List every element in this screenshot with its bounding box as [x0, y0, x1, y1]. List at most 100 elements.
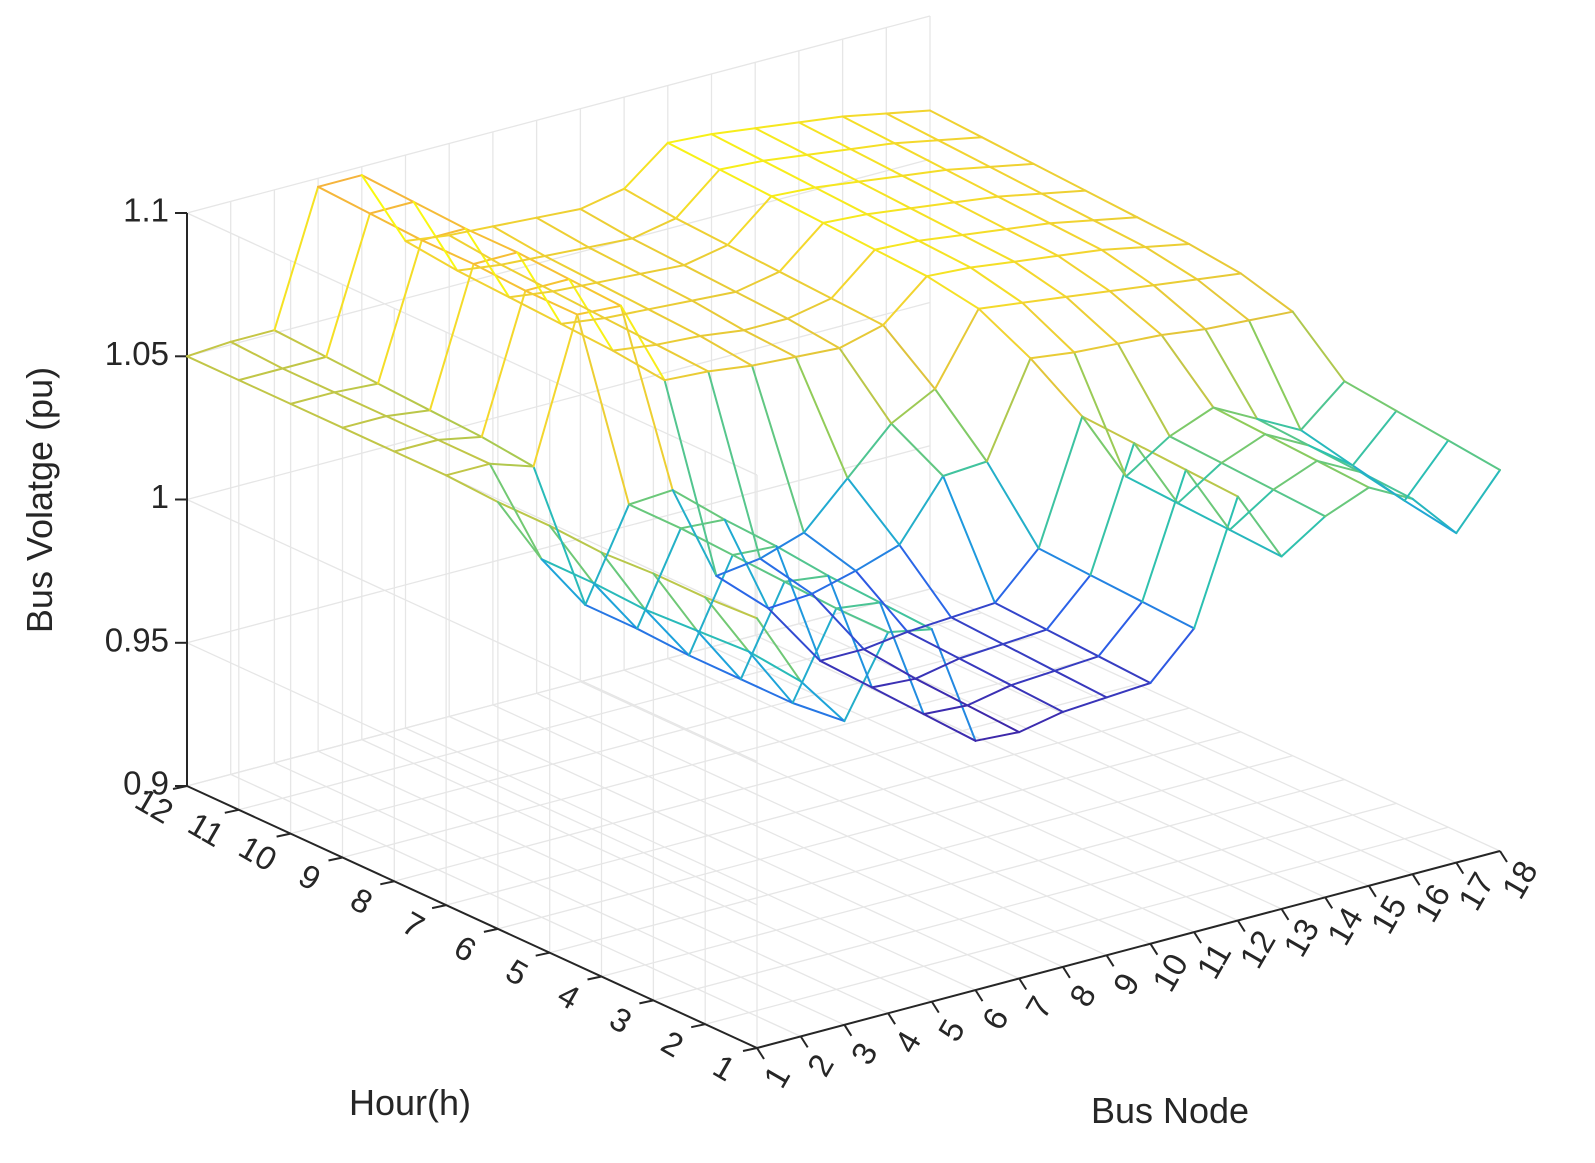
mesh-segment — [797, 121, 852, 151]
x-tick-mark — [1236, 919, 1246, 933]
mesh-segment — [1037, 547, 1092, 577]
mesh-segment — [1057, 254, 1111, 293]
mesh-segment — [688, 654, 742, 681]
mesh-segment — [731, 554, 786, 583]
x-tick-label: 14 — [1320, 901, 1370, 951]
x-tick-label: 9 — [1106, 967, 1147, 1001]
mesh-segment — [934, 307, 980, 390]
mesh-segment — [942, 460, 988, 477]
floor-grid-y — [653, 802, 1397, 1002]
mesh-segment — [273, 329, 328, 358]
mesh-segment — [368, 200, 415, 215]
mesh-segment — [1351, 409, 1398, 467]
mesh-segment — [560, 322, 614, 352]
mesh-segment — [822, 221, 876, 251]
x-tick-mark — [974, 989, 984, 1002]
mesh-segment — [576, 313, 630, 506]
mesh-segment — [186, 355, 240, 382]
mesh-segment — [723, 518, 778, 548]
mesh-segment — [600, 551, 655, 575]
mesh-segment — [393, 450, 448, 477]
mesh-segment — [893, 139, 940, 145]
mesh-segment — [437, 438, 491, 465]
mesh-segment — [925, 266, 972, 278]
y-tick-mark — [276, 832, 291, 838]
mesh-segment — [568, 278, 614, 352]
mesh-segment — [1184, 468, 1239, 498]
mesh-segment — [1316, 459, 1362, 474]
mesh-segment — [281, 367, 336, 394]
mesh-segment — [930, 628, 977, 742]
mesh-segment — [890, 422, 945, 477]
x-tick-label: 18 — [1494, 854, 1544, 904]
mesh-segment — [377, 239, 423, 385]
mesh-segment — [802, 477, 849, 534]
mesh-segment — [950, 616, 1004, 646]
mesh-segment — [683, 244, 729, 267]
mesh-segment — [953, 195, 999, 204]
mesh-segment — [1013, 260, 1068, 298]
mesh-segment — [1089, 574, 1144, 603]
x-tick-label: 17 — [1451, 866, 1501, 916]
mesh-segment — [1149, 627, 1196, 684]
mesh-segment — [631, 237, 685, 267]
mesh-segment — [1032, 162, 1087, 192]
mesh-segment — [997, 192, 1043, 198]
mesh-segment — [1108, 290, 1163, 336]
mesh-segment — [456, 269, 511, 299]
floor-grid-x — [929, 588, 1501, 852]
mesh-segment — [1299, 429, 1354, 467]
mesh-segment — [480, 435, 535, 468]
mesh-segment — [961, 228, 1008, 236]
mesh-segment — [1053, 655, 1100, 672]
tick-labels: 1 2 3 4 5 6 7 8 91011121314151617181234567891011… — [105, 192, 1545, 1094]
mesh-segment — [1141, 468, 1187, 603]
mesh-segment — [1343, 380, 1398, 412]
floor-grid-x — [448, 715, 1020, 980]
mesh-segment — [942, 475, 996, 604]
mesh-segment — [317, 174, 363, 188]
mesh-segment — [639, 272, 694, 302]
mesh-segment — [500, 255, 546, 266]
mesh-segment — [830, 248, 876, 300]
y-axis-title: Hour(h) — [349, 1082, 471, 1123]
floor-grid-x — [492, 704, 1064, 968]
mesh-segment — [835, 601, 881, 610]
mesh-segment — [950, 601, 996, 619]
mesh-segment — [977, 301, 1024, 310]
mesh-segment — [1176, 502, 1231, 531]
mesh-segment — [865, 207, 912, 216]
mesh-segment — [710, 133, 765, 162]
x-tick-mark — [1062, 966, 1071, 979]
z-tick-label: 1 — [151, 478, 169, 515]
mesh-segment — [1316, 459, 1370, 489]
mesh-segment — [739, 580, 786, 681]
mesh-segment — [1351, 464, 1406, 502]
surface-mesh — [186, 109, 1501, 742]
mesh-segment — [786, 317, 841, 350]
mesh-segment — [778, 270, 833, 300]
axis-layer — [172, 212, 1508, 1060]
floor-grid-y — [705, 826, 1449, 1025]
y-tick-mark — [639, 999, 654, 1005]
floor-grid-x — [842, 611, 1413, 875]
mesh-segment — [1133, 442, 1187, 471]
mesh-segment — [799, 680, 846, 723]
x-tick-label: 6 — [974, 1002, 1015, 1036]
mesh-segment — [1212, 406, 1267, 436]
mesh-segment — [1040, 192, 1095, 222]
mesh-segment — [1141, 600, 1196, 630]
mesh-segment — [854, 543, 901, 572]
mesh-segment — [1097, 600, 1144, 658]
mesh-segment — [644, 608, 699, 632]
mesh-segment — [333, 391, 388, 418]
mesh-segment — [909, 207, 964, 236]
mesh-segment — [846, 477, 901, 546]
mesh-segment — [674, 217, 729, 246]
floor-grid-y — [445, 707, 1190, 906]
mesh-segment — [568, 278, 622, 307]
mesh-segment — [639, 264, 685, 275]
mesh-segment — [273, 185, 320, 332]
mesh-segment — [1168, 406, 1215, 438]
